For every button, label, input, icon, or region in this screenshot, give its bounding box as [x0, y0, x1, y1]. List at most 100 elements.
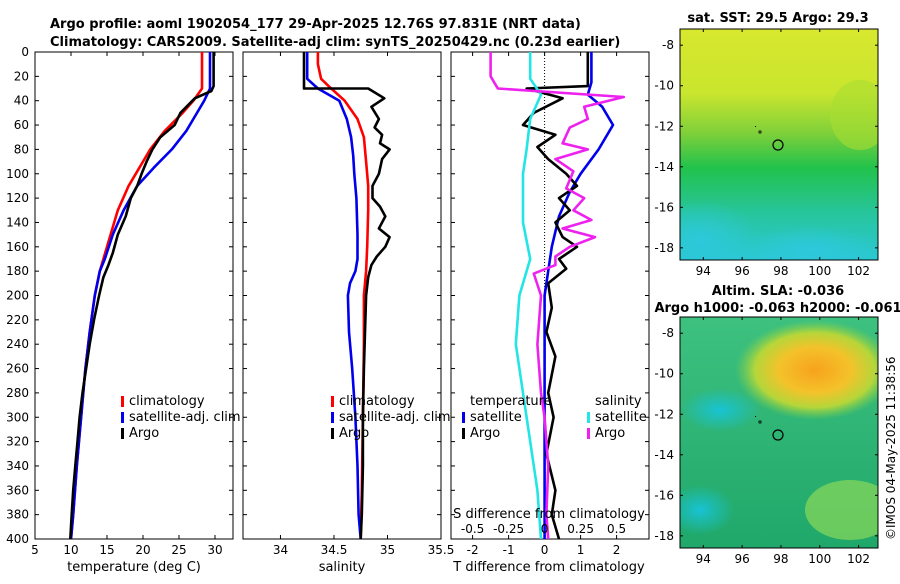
- temperature-series-satellite-adj-clim: [69, 52, 212, 539]
- salinity-x-tick-label: 35: [380, 543, 395, 557]
- depth-tick-label: 380: [6, 508, 29, 522]
- salinity-ticks: 34 34.5 35 35.5: [243, 51, 455, 557]
- sst-cool-patch: [680, 200, 760, 260]
- sla-light-patch: [805, 480, 878, 540]
- map-lon-tick-label: 102: [847, 264, 870, 278]
- legend-swatch-s-argo: [587, 428, 590, 439]
- header-line-2: Climatology: CARS2009. Satellite-adj cli…: [50, 35, 620, 50]
- difference-lines: [489, 52, 626, 539]
- depth-tick-label: 280: [6, 386, 29, 400]
- depth-tick-label: 220: [6, 313, 29, 327]
- salinity-lines: [302, 52, 391, 539]
- depth-tick-label: 400: [6, 532, 29, 546]
- depth-tick-label: 140: [6, 215, 29, 229]
- depth-tick-label: 120: [6, 191, 29, 205]
- difference-panel: -2 -1 0 1 2 T difference from climatology S …: [450, 51, 650, 575]
- temperature-panel: 5 10 15 20 25 30 0 20 40 60 80 100 120 140 160 180 200 2…: [6, 45, 241, 575]
- depth-tick-label: 60: [14, 118, 29, 132]
- legend-swatch-satellite: [331, 412, 334, 423]
- temperature-lines: [69, 52, 215, 539]
- salinity-series-satellite-adj-clim: [305, 52, 362, 539]
- difference-x-tick-label: -1: [503, 543, 515, 557]
- argo-track-point: [755, 126, 756, 127]
- sla-warm-anomaly: [735, 320, 878, 420]
- salinity-series-argo: [302, 52, 391, 539]
- legend-title-temperature: temperature: [470, 394, 552, 409]
- map-lon-tick-label: 94: [696, 264, 711, 278]
- map-lon-tick-label: 94: [696, 552, 711, 566]
- s-difference-tick-label: 0.5: [607, 522, 626, 536]
- sla-map-frame: [679, 316, 879, 549]
- depth-tick-label: 80: [14, 142, 29, 156]
- legend-label-argo: Argo: [339, 426, 369, 441]
- map-lat-tick-label: -8: [662, 38, 674, 52]
- sla-map: Altim. SLA: -0.036 Argo h1000: -0.063 h2…: [654, 284, 900, 566]
- difference-x-tick-label: -2: [467, 543, 479, 557]
- s-difference-tick-labels: -0.5 -0.25 0 0.25 0.5: [461, 522, 626, 536]
- difference-x-tick-label: 0: [541, 543, 549, 557]
- salinity-x-tick-label: 35.5: [428, 543, 455, 557]
- sst-map-title: sat. SST: 29.5 Argo: 29.3: [687, 11, 868, 26]
- temperature-x-tick-label: 20: [135, 543, 150, 557]
- legend-swatch-s-satellite: [587, 412, 590, 423]
- legend-label-t-satellite: satellite: [470, 410, 522, 425]
- sst-map: sat. SST: 29.5 Argo: 29.3 94 96 98 100 102 -8…: [654, 11, 879, 278]
- depth-tick-label: 240: [6, 337, 29, 351]
- difference-x-tick-label: 1: [577, 543, 585, 557]
- legend-swatch-climatology: [121, 396, 124, 407]
- map-lat-tick-label: -12: [654, 119, 674, 133]
- sla-cyan-anomaly: [680, 485, 735, 535]
- sst-map-frame: [679, 28, 879, 261]
- temperature-x-tick-label: 30: [207, 543, 222, 557]
- argo-track-point: [755, 416, 756, 417]
- depth-tick-labels: 0 20 40 60 80 100 120 140 160 180 200 220 240 260 280 3…: [6, 45, 29, 546]
- map-lat-tick-label: -12: [654, 407, 674, 421]
- map-lat-tick-label: -14: [654, 160, 674, 174]
- temperature-series-argo: [69, 52, 215, 539]
- map-lon-tick-label: 100: [808, 264, 831, 278]
- depth-tick-label: 260: [6, 362, 29, 376]
- difference-series-s-argo: [489, 52, 626, 539]
- map-lat-tick-label: -16: [654, 200, 674, 214]
- temperature-x-tick-label: 25: [171, 543, 186, 557]
- map-lon-tick-label: 98: [773, 264, 788, 278]
- depth-tick-label: 360: [6, 483, 29, 497]
- depth-tick-label: 20: [14, 69, 29, 83]
- depth-tick-label: 0: [21, 45, 29, 59]
- sla-map-subtitle: Argo h1000: -0.063 h2000: -0.061: [654, 301, 900, 316]
- sst-cool-patch: [740, 225, 878, 260]
- argo-position-marker: [772, 139, 784, 151]
- difference-series-t-argo: [521, 52, 590, 539]
- depth-tick-label: 40: [14, 94, 29, 108]
- depth-tick-label: 300: [6, 410, 29, 424]
- legend-label-s-argo: Argo: [595, 426, 625, 441]
- difference-legend: temperature satellite Argo salinity sate…: [462, 394, 647, 441]
- sla-map-title: Altim. SLA: -0.036: [712, 284, 844, 299]
- map-lat-tick-label: -18: [654, 529, 674, 543]
- map-lat-tick-label: -14: [654, 448, 674, 462]
- map-lat-tick-label: -16: [654, 488, 674, 502]
- depth-tick-label: 320: [6, 435, 29, 449]
- sst-map-ticks: 94 96 98 100 102 -8 -10 -12 -14 -16 -18: [654, 29, 878, 278]
- argo-position-marker: [772, 429, 784, 441]
- legend-swatch-t-satellite: [462, 412, 465, 423]
- sla-map-ticks: 94 96 98 100 102 -8 -10 -12 -14 -16 -18: [654, 317, 878, 566]
- s-difference-tick-label: -0.25: [493, 522, 524, 536]
- legend-label-climatology: climatology: [339, 394, 415, 409]
- legend-swatch-argo: [331, 428, 334, 439]
- legend-swatch-climatology: [331, 396, 334, 407]
- legend-label-t-argo: Argo: [470, 426, 500, 441]
- map-lon-tick-label: 100: [808, 552, 831, 566]
- legend-label-satellite: satellite-adj. clim: [129, 410, 241, 425]
- temperature-x-tick-label: 15: [99, 543, 114, 557]
- map-lat-tick-label: -10: [654, 367, 674, 381]
- salinity-panel: 34 34.5 35 35.5 salinity climatology satell…: [242, 51, 455, 575]
- map-lat-tick-label: -8: [662, 326, 674, 340]
- legend-swatch-satellite: [121, 412, 124, 423]
- header-line-1: Argo profile: aoml 1902054_177 29-Apr-20…: [50, 17, 581, 32]
- temperature-legend: climatology satellite-adj. clim Argo: [121, 394, 241, 441]
- temperature-x-tick-label: 5: [31, 543, 39, 557]
- legend-label-argo: Argo: [129, 426, 159, 441]
- argo-track-point: [758, 130, 762, 134]
- salinity-x-tick-label: 34: [273, 543, 288, 557]
